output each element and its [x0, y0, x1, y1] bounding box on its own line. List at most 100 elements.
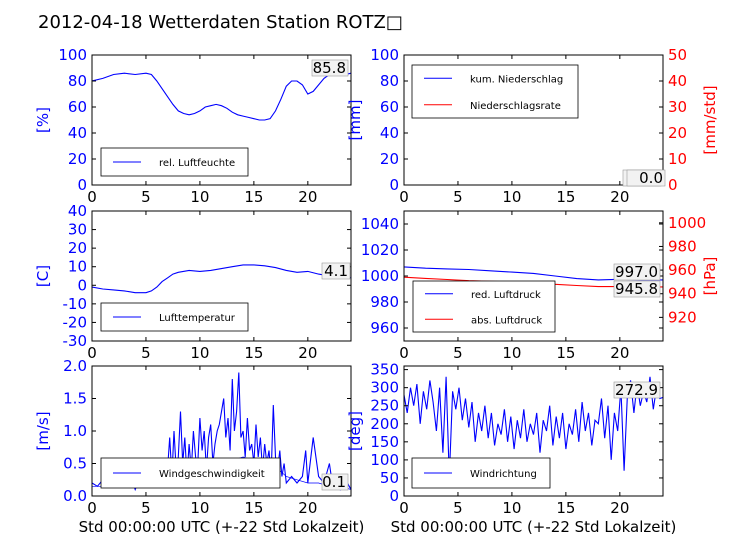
- plot-frame: [91, 210, 352, 342]
- panel-humidity: 0 20 40 60 80 100 0 5 10 15 20 [%] rel. Luftfeuchte 8…: [34, 46, 352, 206]
- x-tick-label: 15: [556, 188, 575, 206]
- y2-tick-label: 1000: [668, 214, 706, 232]
- x-tick-label: 10: [502, 188, 521, 206]
- x-tick-label: 20: [610, 188, 629, 206]
- y-tick-label: 60: [68, 98, 87, 116]
- legend-label: Niederschlagsrate: [470, 101, 561, 112]
- readout-value: 997.0: [615, 263, 658, 281]
- y2-tick-label: 30: [668, 98, 687, 116]
- x-tick-label: 0: [399, 344, 409, 362]
- x-tick-label: 0: [87, 188, 97, 206]
- y-tick-label: 960: [370, 319, 399, 337]
- x-tick-label: 20: [298, 188, 317, 206]
- plot-frame: [403, 54, 664, 186]
- readout2-value: 945.8: [615, 280, 658, 298]
- y-tick-label: 1020: [361, 241, 399, 259]
- x-tick-label: 15: [244, 499, 263, 517]
- y-tick-label: 980: [370, 293, 399, 311]
- legend-label: Windrichtung: [470, 469, 537, 480]
- y-tick-label: 40: [68, 202, 87, 220]
- readout-box: [321, 473, 349, 491]
- legend-box: [411, 64, 579, 119]
- y-tick-label: -10: [63, 295, 88, 313]
- y-tick-label: 100: [58, 46, 87, 64]
- series-line-humidity-0: [92, 72, 351, 121]
- y-tick-label: 100: [370, 46, 399, 64]
- legend-label: kum. Niederschlag: [470, 74, 563, 85]
- x-tick-label: 10: [502, 344, 521, 362]
- y-tick-label: 1000: [361, 267, 399, 285]
- y-tick-label: 80: [380, 72, 399, 90]
- y-axis-label: [C]: [34, 265, 52, 287]
- readout-value: 0.1: [322, 473, 346, 491]
- x-tick-label: 10: [190, 188, 209, 206]
- y-tick-label: 40: [380, 124, 399, 142]
- x-tick-label: 5: [141, 188, 151, 206]
- legend-label: abs. Luftdruck: [471, 315, 542, 326]
- y-tick-label: 1040: [361, 215, 399, 233]
- readout2-value: 0.0: [639, 169, 663, 187]
- legend-label: Windgeschwindigkeit: [159, 469, 265, 480]
- y2-axis-label: [mm/std]: [701, 85, 719, 154]
- x-tick-label: 10: [502, 499, 521, 517]
- y-tick-label: 20: [68, 150, 87, 168]
- readout-value: 4.1: [324, 262, 348, 280]
- y-tick-label: 0.5: [63, 455, 87, 473]
- panel-windspeed: 0.0 0.5 1.0 1.5 2.0 0 5 10 15 20 [m/s] Std 00:00:00…: [34, 357, 364, 536]
- y2-tick-label: 0: [668, 176, 678, 194]
- legend-label: red. Luftdruck: [471, 290, 541, 301]
- y-tick-label: -30: [63, 332, 88, 350]
- x-tick-label: 20: [298, 344, 317, 362]
- x-tick-label: 0: [87, 499, 97, 517]
- y-tick-label: 250: [370, 397, 399, 415]
- x-tick-label: 5: [453, 188, 463, 206]
- y2-tick-label: 980: [668, 237, 697, 255]
- y-tick-label: 80: [68, 72, 87, 90]
- y2-tick-label: 20: [668, 124, 687, 142]
- x-tick-label: 15: [556, 499, 575, 517]
- x-tick-label: 10: [190, 344, 209, 362]
- x-tick-label: 0: [399, 188, 409, 206]
- y-tick-label: -20: [63, 313, 88, 331]
- y2-tick-label: 960: [668, 261, 697, 279]
- series-line-temperature-0: [92, 264, 351, 294]
- y-tick-label: 350: [370, 361, 399, 379]
- legend-label: Lufttemperatur: [159, 313, 236, 324]
- y-tick-label: 1.0: [63, 422, 87, 440]
- y-tick-label: 10: [68, 258, 87, 276]
- readout-value: 85.8: [313, 59, 346, 77]
- legend-box: [412, 280, 556, 333]
- y-axis-label: [%]: [34, 107, 52, 133]
- x-tick-label: 15: [556, 344, 575, 362]
- x-tick-label: 15: [244, 344, 263, 362]
- y-tick-label: 50: [380, 469, 399, 487]
- y-tick-label: 300: [370, 379, 399, 397]
- y-tick-label: 2.0: [63, 357, 87, 375]
- y-tick-label: 200: [370, 415, 399, 433]
- readout-value: 272.9: [615, 381, 658, 399]
- readout-box: [613, 381, 661, 399]
- y-axis-label: [deg]: [346, 411, 364, 451]
- y-tick-label: 60: [380, 98, 399, 116]
- x-tick-label: 5: [141, 499, 151, 517]
- x-tick-label: 15: [244, 188, 263, 206]
- y-tick-label: 20: [380, 150, 399, 168]
- x-tick-label: 5: [141, 344, 151, 362]
- readout-box: [311, 59, 349, 77]
- x-axis-label: Std 00:00:00 UTC (+-22 Std Lokalzeit): [391, 518, 677, 536]
- y-axis-label: [m/s]: [34, 411, 52, 450]
- readout2-box: [613, 280, 661, 298]
- y2-tick-label: 40: [668, 72, 687, 90]
- x-tick-label: 5: [453, 499, 463, 517]
- legend-box: [411, 457, 551, 489]
- x-tick-label: 0: [87, 344, 97, 362]
- y-tick-label: 1.5: [63, 390, 87, 408]
- y2-tick-label: 10: [668, 150, 687, 168]
- x-axis-label: Std 00:00:00 UTC (+-22 Std Lokalzeit): [79, 518, 365, 536]
- y-tick-label: 0: [389, 176, 399, 194]
- y-tick-label: 20: [68, 239, 87, 257]
- x-tick-label: 20: [298, 499, 317, 517]
- plot-frame: [91, 54, 352, 186]
